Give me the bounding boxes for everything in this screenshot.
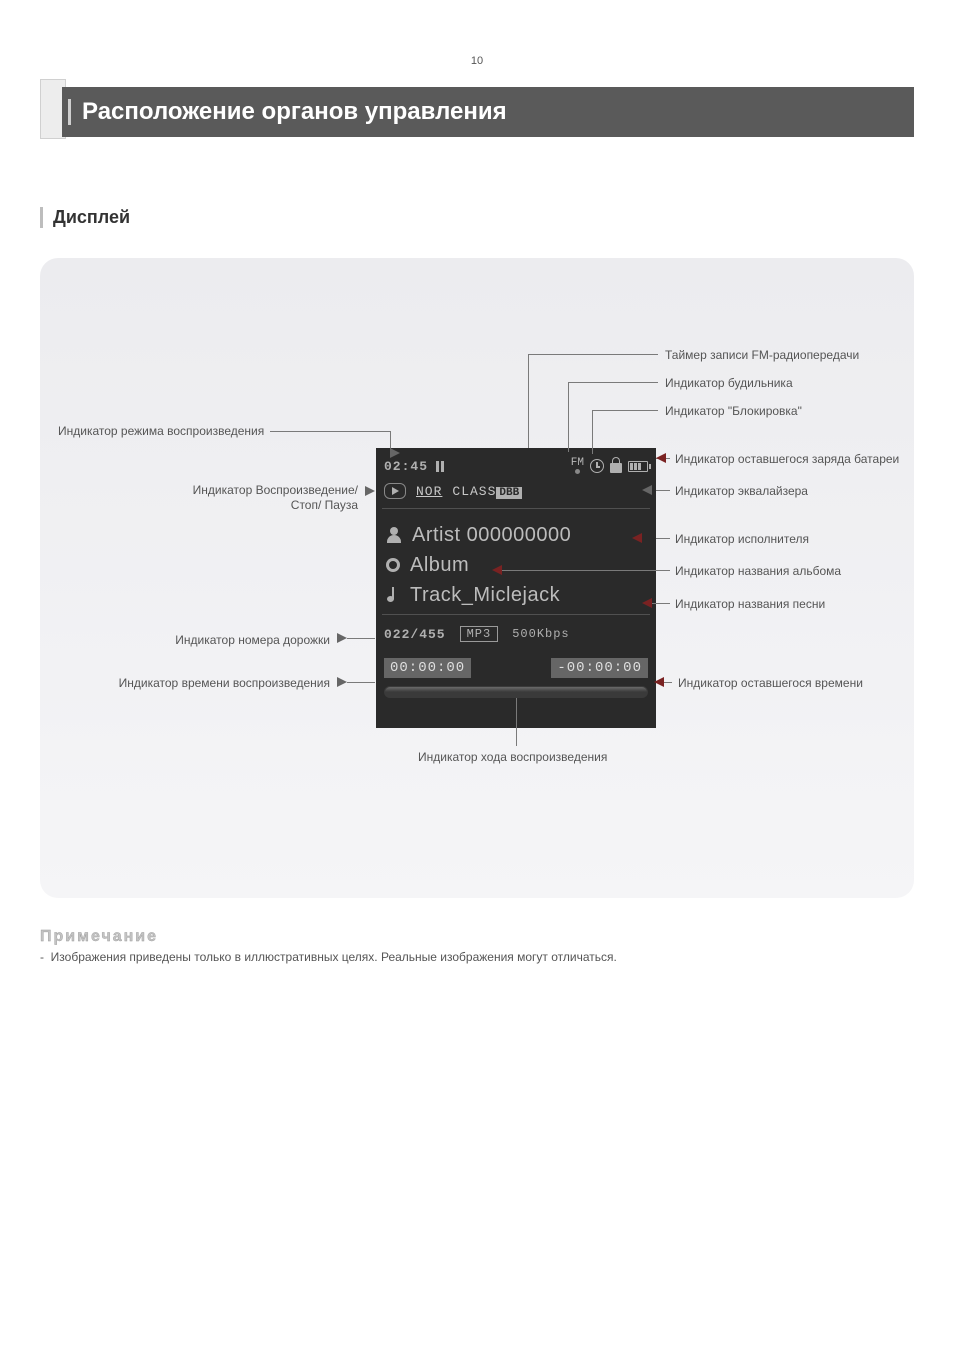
eq-class: CLASS [452, 484, 496, 499]
arrow-icon [492, 565, 502, 575]
diagram-panel: 02:45 FM NOR CLASSDBB Artist 000000000 A… [40, 258, 914, 898]
eq-dbb: DBB [496, 487, 522, 499]
album-text: Album [410, 554, 469, 577]
label-play-mode: Индикатор режима воспроизведения [58, 424, 264, 438]
remaining-time: -00:00:00 [551, 658, 648, 678]
device-screen: 02:45 FM NOR CLASSDBB Artist 000000000 A… [376, 448, 656, 728]
fm-icon: FM [571, 458, 584, 474]
label-remain-time: Индикатор оставшегося времени [678, 676, 863, 690]
page-number: 10 [0, 0, 954, 67]
track-counter: 022/455 [384, 627, 446, 642]
song-icon [386, 587, 400, 603]
song-text: Track_Miclejack [410, 584, 560, 607]
alarm-icon [590, 459, 604, 473]
note-bullet: - [40, 950, 44, 964]
label-artist: Индикатор исполнителя [675, 532, 809, 546]
battery-icon [628, 461, 648, 472]
arrow-icon [642, 485, 652, 495]
elapsed-time: 00:00:00 [384, 658, 471, 678]
label-battery: Индикатор оставшегося заряда батареи [675, 452, 899, 466]
section-subtitle: Дисплей [40, 207, 914, 228]
arrow-icon [365, 486, 375, 496]
note-block: Примечание - Изображения приведены тольк… [40, 928, 914, 964]
title-bar: Расположение органов управления [40, 87, 914, 137]
bitrate-text: 500Kbps [512, 627, 569, 641]
eq-mode: NOR [416, 484, 442, 499]
arrow-icon [390, 448, 400, 458]
label-fm-timer: Таймер записи FM-радиопередачи [665, 348, 859, 362]
arrow-icon [632, 533, 642, 543]
play-icon [384, 483, 406, 499]
label-song: Индикатор названия песни [675, 597, 825, 611]
label-track-number: Индикатор номера дорожки [110, 633, 330, 647]
label-equalizer: Индикатор эквалайзера [675, 484, 808, 498]
label-play-pause-l2: Стоп/ Пауза [98, 498, 358, 512]
arrow-icon [337, 677, 347, 687]
label-alarm: Индикатор будильника [665, 376, 793, 390]
fm-label: FM [571, 457, 584, 469]
page-title: Расположение органов управления [62, 87, 914, 137]
album-icon [386, 558, 400, 572]
label-progress: Индикатор хода воспроизведения [418, 750, 607, 764]
artist-text: Artist 000000000 [412, 524, 571, 547]
eq-class-group: CLASSDBB [452, 484, 522, 499]
lock-icon [610, 463, 622, 473]
progress-bar [384, 686, 648, 698]
codec-badge: MP3 [460, 626, 499, 642]
arrow-icon [654, 677, 664, 687]
label-lock: Индикатор "Блокировка" [665, 404, 802, 418]
arrow-icon [656, 453, 666, 463]
arrow-icon [337, 633, 347, 643]
device-clock: 02:45 [384, 459, 428, 474]
note-text: Изображения приведены только в иллюстрат… [51, 950, 617, 964]
artist-icon [386, 527, 402, 543]
label-album: Индикатор названия альбома [675, 564, 841, 578]
label-play-pause-l1: Индикатор Воспроизведение/ [98, 483, 358, 497]
arrow-icon [642, 598, 652, 608]
pause-icon [436, 461, 444, 472]
label-play-time: Индикатор времени воспроизведения [48, 676, 330, 690]
note-heading: Примечание [40, 928, 914, 946]
